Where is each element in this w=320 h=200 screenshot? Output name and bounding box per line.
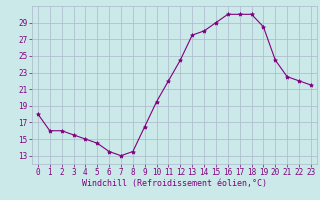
X-axis label: Windchill (Refroidissement éolien,°C): Windchill (Refroidissement éolien,°C) [82,179,267,188]
